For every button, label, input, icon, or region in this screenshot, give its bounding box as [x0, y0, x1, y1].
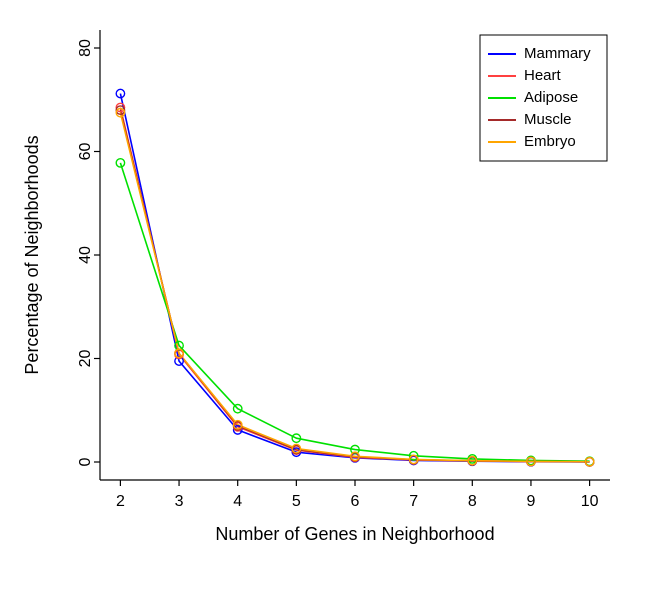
legend-label: Muscle: [524, 111, 572, 128]
legend-label: Embryo: [524, 133, 576, 150]
legend-label: Heart: [524, 67, 562, 84]
x-tick-label: 7: [409, 493, 418, 510]
y-tick-label: 20: [77, 350, 94, 368]
y-tick-label: 60: [77, 143, 94, 161]
x-tick-label: 10: [581, 493, 599, 510]
y-tick-label: 40: [77, 246, 94, 264]
x-tick-label: 4: [233, 493, 242, 510]
legend-label: Mammary: [524, 45, 591, 62]
y-tick-label: 0: [77, 457, 94, 466]
y-tick-label: 80: [77, 39, 94, 57]
line-chart: 2 3 4 5 6 7 8 9 10 0 20 40 60 80 Number of Genes in Ne…: [0, 0, 655, 599]
x-tick-label: 9: [526, 493, 535, 510]
x-tick-label: 8: [468, 493, 477, 510]
chart-container: 2 3 4 5 6 7 8 9 10 0 20 40 60 80 Number of Genes in Ne…: [0, 0, 655, 599]
legend-label: Adipose: [524, 89, 578, 106]
x-tick-label: 3: [175, 493, 184, 510]
y-axis-label: Percentage of Neighborhoods: [22, 135, 42, 374]
x-tick-label: 6: [351, 493, 360, 510]
x-tick-label: 5: [292, 493, 301, 510]
x-axis-label: Number of Genes in Neighborhood: [215, 524, 494, 544]
x-tick-label: 2: [116, 493, 125, 510]
